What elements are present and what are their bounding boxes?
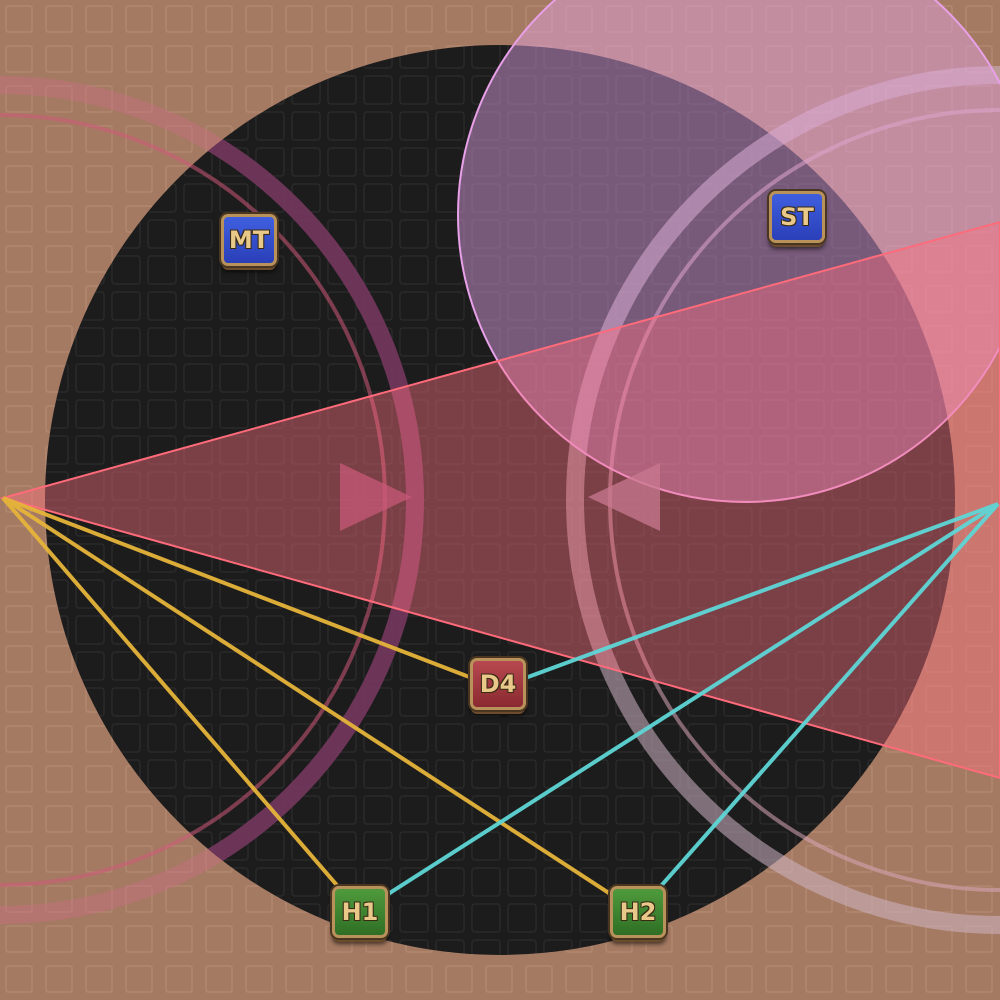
right-ring-outer [566,66,1000,934]
marker-h1-label: H1 [341,898,379,926]
arena-floor-tiles [45,45,955,955]
tether-left-d4 [2,496,499,690]
tether-right-h1 [358,502,1000,914]
tether-right-d4 [497,502,999,690]
arrow-left-icon [588,463,660,531]
tether-left-h2 [1,496,640,914]
marker-mt[interactable]: MT [221,214,277,266]
marker-st[interactable]: ST [769,191,825,243]
cone-aoe [0,220,1000,780]
left-ring-outer-glow [0,76,424,924]
marker-d4-label: D4 [479,670,517,698]
marker-h1[interactable]: H1 [332,886,388,938]
marker-st-label: ST [780,203,814,231]
left-ring-outer [45,76,424,924]
marker-d4[interactable]: D4 [470,658,526,710]
tether-left-h1 [1,496,362,914]
marker-mt-label: MT [228,226,270,254]
marker-h2-label: H2 [619,898,657,926]
circle-aoe [457,0,1000,503]
arrow-right-icon [340,463,412,531]
tether-right-h2 [636,502,1000,914]
marker-h2[interactable]: H2 [610,886,666,938]
